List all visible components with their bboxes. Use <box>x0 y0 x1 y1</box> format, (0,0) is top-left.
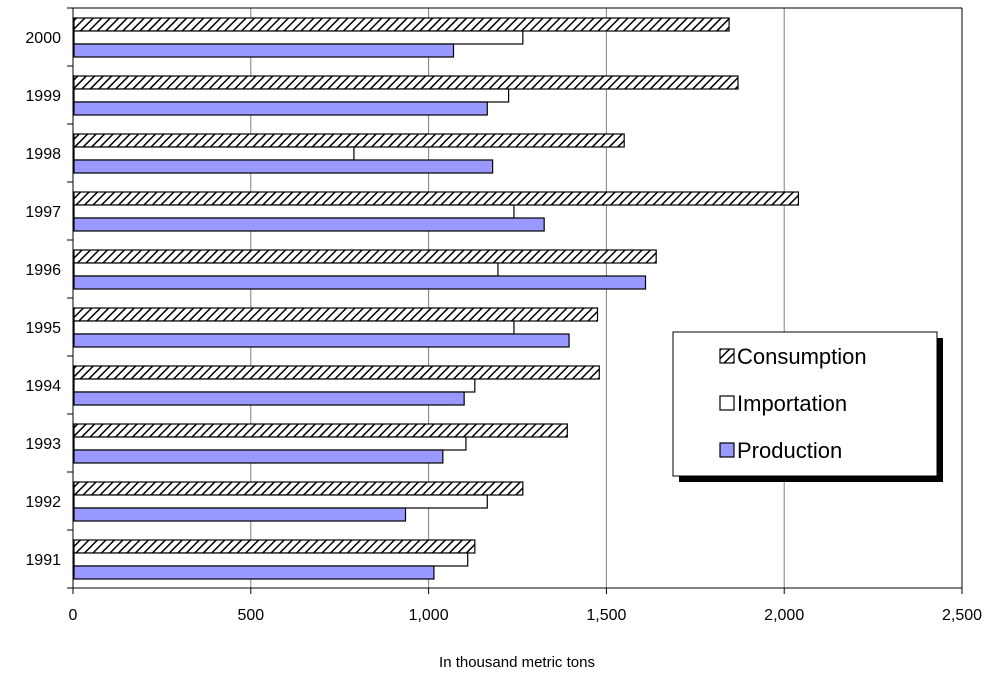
x-axis-label: In thousand metric tons <box>439 654 595 671</box>
y-tick-label: 1992 <box>25 494 61 511</box>
legend: Consumption Importation Production <box>673 332 943 482</box>
legend-swatch-consumption <box>720 349 734 363</box>
bar-consumption-1994 <box>74 366 599 379</box>
bar-production-1994 <box>74 392 464 405</box>
bar-importation-1998 <box>74 147 354 160</box>
x-tick-label: 1,000 <box>409 607 449 624</box>
bar-consumption-1996 <box>74 250 656 263</box>
y-tick-label: 1994 <box>25 378 61 395</box>
y-tick-label: 1993 <box>25 436 61 453</box>
bar-production-1997 <box>74 218 544 231</box>
bar-consumption-1999 <box>74 76 738 89</box>
bar-consumption-1991 <box>74 540 475 553</box>
bar-production-1993 <box>74 450 443 463</box>
legend-label-importation: Importation <box>737 391 847 416</box>
legend-swatch-importation <box>720 396 734 410</box>
x-tick-label: 2,500 <box>942 607 982 624</box>
bar-importation-1991 <box>74 553 468 566</box>
x-tick-label: 1,500 <box>586 607 626 624</box>
y-tick-label: 1999 <box>25 88 61 105</box>
bar-importation-1997 <box>74 205 514 218</box>
legend-label-consumption: Consumption <box>737 344 867 369</box>
bar-production-1996 <box>74 276 646 289</box>
y-tick-label: 1995 <box>25 320 61 337</box>
y-tick-label: 1998 <box>25 146 61 163</box>
bar-importation-2000 <box>74 31 523 44</box>
bar-consumption-1998 <box>74 134 624 147</box>
y-tick-label: 2000 <box>25 30 61 47</box>
bar-importation-1994 <box>74 379 475 392</box>
x-tick-label: 0 <box>69 607 78 624</box>
bar-consumption-2000 <box>74 18 729 31</box>
legend-swatch-production <box>720 443 734 457</box>
y-tick-label: 1997 <box>25 204 61 221</box>
bar-importation-1996 <box>74 263 498 276</box>
bar-production-1991 <box>74 566 434 579</box>
bar-consumption-1997 <box>74 192 798 205</box>
bar-importation-1995 <box>74 321 514 334</box>
x-tick-label: 500 <box>237 607 264 624</box>
bar-consumption-1993 <box>74 424 567 437</box>
legend-label-production: Production <box>737 438 842 463</box>
x-tick-label: 2,000 <box>764 607 804 624</box>
bar-consumption-1992 <box>74 482 523 495</box>
bar-production-1998 <box>74 160 493 173</box>
y-tick-label: 1991 <box>25 552 61 569</box>
bar-consumption-1995 <box>74 308 598 321</box>
bar-production-1992 <box>74 508 405 521</box>
bar-production-2000 <box>74 44 453 57</box>
bar-production-1995 <box>74 334 569 347</box>
bar-importation-1993 <box>74 437 466 450</box>
bar-importation-1992 <box>74 495 487 508</box>
bars <box>74 18 798 579</box>
bar-production-1999 <box>74 102 487 115</box>
bar-importation-1999 <box>74 89 509 102</box>
y-tick-label: 1996 <box>25 262 61 279</box>
